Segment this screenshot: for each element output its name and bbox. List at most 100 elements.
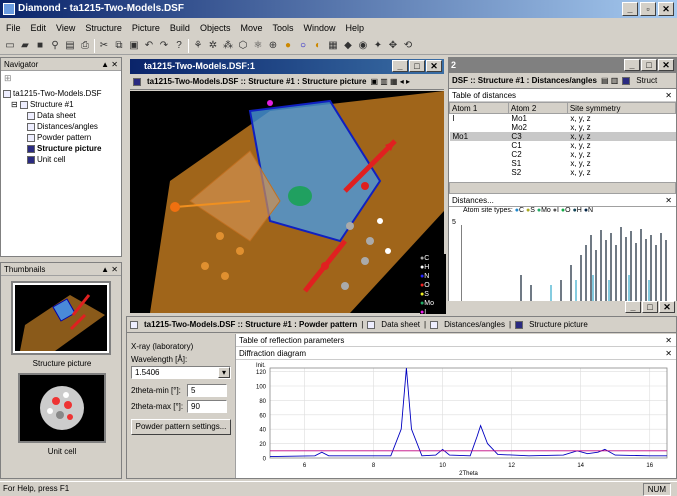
new-icon[interactable]: ▭ xyxy=(5,39,15,51)
help-icon[interactable]: ? xyxy=(176,39,182,51)
table-row[interactable]: Mo2 x, y, z xyxy=(511,123,591,132)
tab-distances[interactable]: Distances/angles xyxy=(444,320,505,329)
move-icon[interactable]: ✥ xyxy=(388,39,398,51)
horizontal-scrollbar[interactable] xyxy=(449,182,676,194)
menu-edit[interactable]: Edit xyxy=(30,22,47,33)
tree-structure[interactable]: ⊟ Structure #1 xyxy=(11,100,74,109)
reflection-close-icon[interactable]: ✕ xyxy=(665,336,672,345)
find-icon[interactable]: ⚲ xyxy=(51,39,59,51)
undo-icon[interactable]: ↶ xyxy=(144,39,154,51)
table-close-icon[interactable]: ✕ xyxy=(665,91,672,100)
picture-icon xyxy=(27,144,35,153)
table-row[interactable]: I Mo1 x, y, z xyxy=(452,114,591,123)
navigator-tool-icon[interactable]: ⊞ xyxy=(4,73,12,83)
save-icon[interactable]: ■ xyxy=(36,39,44,51)
menu-window[interactable]: Window xyxy=(303,22,336,33)
preview-icon[interactable]: ▤ xyxy=(65,39,75,51)
maximize-button[interactable]: □ xyxy=(409,60,425,72)
table-row[interactable]: Mo1 C3 x, y, z xyxy=(449,132,676,141)
ring-icon[interactable]: ○ xyxy=(299,39,307,51)
histogram-close-icon[interactable]: ✕ xyxy=(665,196,672,205)
rotate-icon[interactable]: ⟲ xyxy=(403,39,413,51)
thumbnail-structure[interactable] xyxy=(11,281,111,355)
tree-item-data-sheet[interactable]: Data sheet xyxy=(3,110,119,121)
paste-icon[interactable]: ▣ xyxy=(129,39,139,51)
column-header[interactable]: Atom 1 xyxy=(449,102,509,114)
tmin-input[interactable]: 5 xyxy=(187,384,227,397)
column-header[interactable]: Atom 2 xyxy=(507,102,568,114)
molecule-icon[interactable]: ⚛ xyxy=(253,39,263,51)
tab-powder-pattern[interactable]: ta1215-Two-Models.DSF :: Structure #1 : … xyxy=(144,320,358,329)
close-button[interactable]: ✕ xyxy=(659,301,675,313)
powder-settings-button[interactable]: Powder pattern settings... xyxy=(131,419,231,435)
sphere-icon[interactable]: ● xyxy=(284,39,292,51)
grow-icon[interactable]: ✲ xyxy=(208,39,218,51)
diffraction-chart[interactable]: 0 20 40 60 80 100 120 6 8 10 12 14 16 Init. 2Theta xyxy=(236,360,677,477)
menu-objects[interactable]: Objects xyxy=(199,22,231,33)
add-atom-icon[interactable]: ⊕ xyxy=(268,39,278,51)
statusbar: For Help, press F1 NUM xyxy=(0,481,677,496)
cell-icon[interactable]: ▦ xyxy=(328,39,338,51)
fill-icon[interactable]: ⁂ xyxy=(223,39,233,51)
tab-icons[interactable]: ▤ ▥ xyxy=(600,76,619,85)
menu-file[interactable]: File xyxy=(6,22,21,33)
tab-distances[interactable]: DSF :: Structure #1 : Distances/angles xyxy=(452,76,597,85)
structure-picture-canvas[interactable] xyxy=(130,91,444,313)
diamond-icon[interactable]: ◆ xyxy=(344,39,352,51)
menu-tools[interactable]: Tools xyxy=(272,22,294,33)
unit-cell-icon xyxy=(27,155,35,164)
table-row[interactable]: C1 x, y, z xyxy=(511,141,591,150)
minimize-button[interactable]: _ xyxy=(624,59,640,71)
menu-move[interactable]: Move xyxy=(240,22,263,33)
close-button[interactable]: ✕ xyxy=(658,59,674,71)
copy-icon[interactable]: ⧉ xyxy=(115,39,123,51)
minimize-button[interactable]: _ xyxy=(625,301,641,313)
render-icon[interactable]: ◉ xyxy=(358,39,368,51)
tmax-input[interactable]: 90 xyxy=(187,400,227,413)
diagram-close-icon[interactable]: ✕ xyxy=(665,349,672,358)
thumbnails-close-icon[interactable]: ▲ ✕ xyxy=(101,265,118,274)
maximize-button[interactable]: □ xyxy=(641,59,657,71)
minimize-button[interactable]: _ xyxy=(392,60,408,72)
redo-icon[interactable]: ↷ xyxy=(159,39,169,51)
tree-item-unit-cell[interactable]: Unit cell xyxy=(3,154,119,165)
ellipsoid-icon[interactable]: ◐ xyxy=(314,39,322,51)
thumbnail-unit-cell[interactable] xyxy=(18,373,106,443)
table-row[interactable]: C2 x, y, z xyxy=(511,150,591,159)
open-icon[interactable]: ▰ xyxy=(21,39,29,51)
wavelength-select[interactable]: 1.5406 ▾ xyxy=(131,366,231,379)
navigator-close-icon[interactable]: ▲ ✕ xyxy=(101,60,118,69)
tab-separator: | xyxy=(361,320,364,329)
chevron-down-icon[interactable]: ▾ xyxy=(218,367,230,378)
tab-structure-picture[interactable]: Structure picture xyxy=(529,320,588,329)
stick-icon[interactable]: ✦ xyxy=(373,39,383,51)
menu-help[interactable]: Help xyxy=(345,22,365,33)
tab-structure[interactable]: Struct xyxy=(636,76,658,85)
menu-build[interactable]: Build xyxy=(169,22,190,33)
tab-structure-picture[interactable]: ta1215-Two-Models.DSF :: Structure #1 : … xyxy=(147,77,367,86)
column-header[interactable]: Site symmetry xyxy=(566,102,676,114)
maximize-button[interactable]: □ xyxy=(642,301,658,313)
tree-item-label: Structure picture xyxy=(37,144,102,153)
polyhedra-icon[interactable]: ⬡ xyxy=(238,39,248,51)
print-icon[interactable]: ⎙ xyxy=(81,39,89,51)
cut-icon[interactable]: ✂ xyxy=(99,39,109,51)
menu-picture[interactable]: Picture xyxy=(131,22,160,33)
tab-data-sheet[interactable]: Data sheet xyxy=(381,320,420,329)
tree-item-structure-picture[interactable]: Structure picture xyxy=(3,143,119,154)
tree-item-powder[interactable]: Powder pattern xyxy=(3,132,119,143)
restore-button[interactable]: ▫ xyxy=(640,2,656,16)
close-button[interactable]: ✕ xyxy=(658,2,674,16)
tree-file[interactable]: ta1215-Two-Models.DSF xyxy=(3,88,119,99)
connect-icon[interactable]: ⚘ xyxy=(193,39,203,51)
menu-structure[interactable]: Structure xyxy=(85,22,122,33)
table-row[interactable]: S2 x, y, z xyxy=(511,168,591,177)
picture-tabbar: ta1215-Two-Models.DSF :: Structure #1 : … xyxy=(130,74,444,90)
minimize-button[interactable]: _ xyxy=(622,2,638,16)
tree-item-label: Unit cell xyxy=(37,155,66,164)
close-button[interactable]: ✕ xyxy=(426,60,442,72)
tree-item-distances[interactable]: Distances/angles xyxy=(3,121,119,132)
tab-icons[interactable]: ▣ ▥ ▦ ◂ ▸ xyxy=(370,77,411,86)
menu-view[interactable]: View xyxy=(56,22,76,33)
table-row[interactable]: S1 x, y, z xyxy=(511,159,591,168)
